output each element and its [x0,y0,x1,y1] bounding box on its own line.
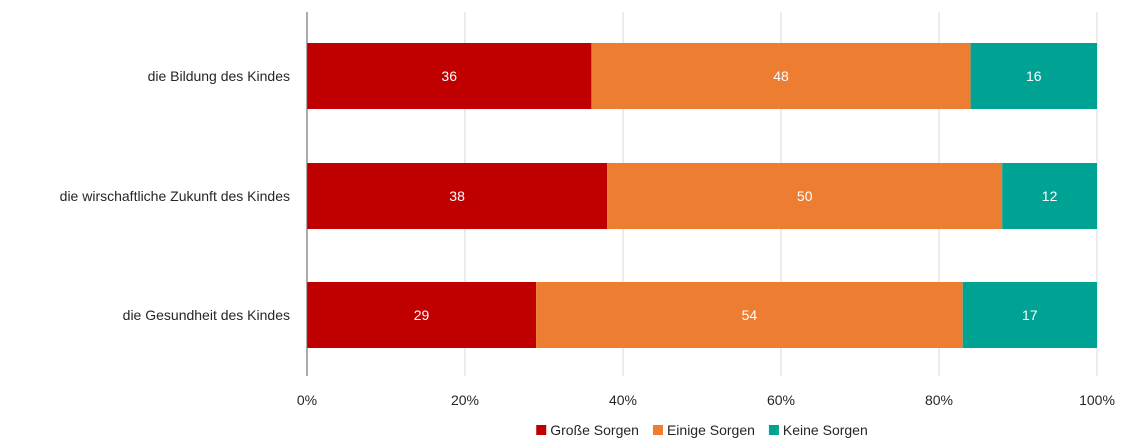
data-label: 17 [1022,307,1038,323]
bars: 36 48 16 38 50 12 29 54 17 [307,43,1097,348]
x-tick-label: 20% [451,392,479,408]
x-axis-tick-labels: 0% 20% 40% 60% 80% 100% [297,392,1115,408]
x-tick-label: 60% [767,392,795,408]
bar-segment [307,163,608,229]
x-tick-label: 80% [925,392,953,408]
bar-segment [307,43,592,109]
legend-swatch [652,425,663,435]
bar-segment [607,163,1003,229]
legend-swatch [536,425,547,435]
legend-label: Keine Sorgen [783,422,868,438]
bar-segment [1002,163,1097,229]
legend: Große Sorgen Einige Sorgen Keine Sorgen [536,422,868,438]
x-tick-label: 100% [1079,392,1115,408]
legend-label: Einige Sorgen [667,422,755,438]
legend-swatch [768,425,779,435]
bar-segment [591,43,971,109]
category-label: die Gesundheit des Kindes [123,307,290,323]
data-label: 36 [441,68,457,84]
data-label: 16 [1026,68,1042,84]
x-tick-label: 0% [297,392,317,408]
category-label: die wirschaftliche Zukunft des Kindes [60,188,290,204]
bar-segment [536,282,963,348]
category-labels: die Bildung des Kindes die wirschaftliche… [60,68,290,323]
bar-segment [962,282,1097,348]
data-label: 48 [773,68,789,84]
x-tick-label: 40% [609,392,637,408]
data-label: 12 [1042,188,1058,204]
bar-segment [970,43,1097,109]
legend-label: Große Sorgen [550,422,639,438]
bar-segment [307,282,537,348]
data-label: 54 [742,307,758,323]
data-label: 50 [797,188,813,204]
data-label: 29 [414,307,430,323]
data-label: 38 [449,188,465,204]
category-label: die Bildung des Kindes [148,68,290,84]
